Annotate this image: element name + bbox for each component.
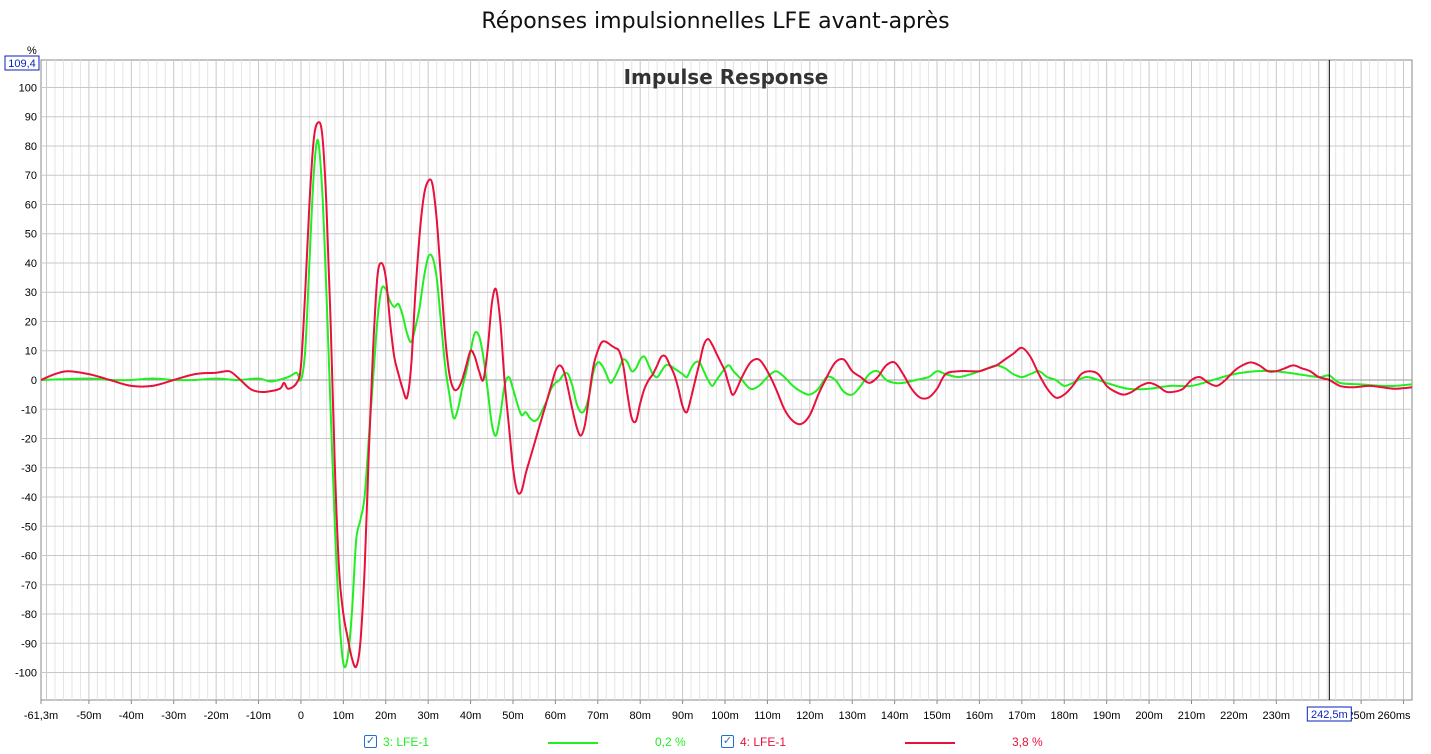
series-3-label: 3: LFE-1 xyxy=(383,735,430,749)
x-tick-label: -20m xyxy=(204,710,229,722)
x-tick-label: 220m xyxy=(1220,710,1248,722)
x-tick-label: 160m xyxy=(966,710,994,722)
y-tick-label: -80 xyxy=(21,609,37,621)
y-tick-label: 70 xyxy=(25,170,37,182)
x-tick-label: 260ms xyxy=(1377,710,1411,722)
y-tick-label: -30 xyxy=(21,463,37,475)
x-tick-label: 40m xyxy=(460,710,481,722)
series-4-line xyxy=(40,121,1413,669)
y-tick-label: -20 xyxy=(21,434,37,446)
x-tick-label: 190m xyxy=(1093,710,1121,722)
x-tick-label: -10m xyxy=(246,710,271,722)
series-3-value: 0,2 % xyxy=(655,735,686,749)
x-tick-label: -61,3m xyxy=(24,710,58,722)
y-tick-label: 50 xyxy=(25,229,37,241)
series-4-legend-line xyxy=(905,742,955,744)
y-tick-label: 10 xyxy=(25,346,37,358)
page-title: Réponses impulsionnelles LFE avant-après xyxy=(481,9,950,34)
svg-text:242,5m: 242,5m xyxy=(1311,709,1348,721)
y-tick-label: -40 xyxy=(21,492,37,504)
y-tick-label: -70 xyxy=(21,580,37,592)
y-tick-label: -100 xyxy=(15,668,37,680)
x-tick-label: 120m xyxy=(796,710,824,722)
x-tick-label: 20m xyxy=(375,710,396,722)
x-tick-label: -40m xyxy=(119,710,144,722)
x-tick-label: 70m xyxy=(587,710,608,722)
legend: ✓ 3: LFE-1 0,2 % ✓ 4: LFE-1 3,8 % xyxy=(0,733,1431,753)
x-tick-label: 90m xyxy=(672,710,693,722)
series-4-checkbox[interactable]: ✓ xyxy=(721,735,734,748)
y-tick-label: 30 xyxy=(25,287,37,299)
y-tick-label: 60 xyxy=(25,199,37,211)
chart-title: Impulse Response xyxy=(624,65,829,89)
svg-text:109,4: 109,4 xyxy=(8,58,36,70)
x-tick-label: 0 xyxy=(298,710,304,722)
series-3-legend-line xyxy=(548,742,598,744)
x-tick-label: 130m xyxy=(838,710,866,722)
y-tick-label: -50 xyxy=(21,521,37,533)
x-tick-label: 100m xyxy=(711,710,739,722)
x-tick-label: 60m xyxy=(545,710,566,722)
y-tick-label: 0 xyxy=(31,375,37,387)
y-tick-label: 80 xyxy=(25,141,37,153)
x-tick-label: 80m xyxy=(629,710,650,722)
x-tick-label: 10m xyxy=(333,710,354,722)
x-tick-label: 170m xyxy=(1008,710,1036,722)
x-tick-label: -30m xyxy=(161,710,186,722)
x-tick-label: 150m xyxy=(923,710,951,722)
x-tick-label: 30m xyxy=(417,710,438,722)
y-tick-label: -90 xyxy=(21,638,37,650)
y-axis-unit: % xyxy=(27,45,37,57)
x-tick-label: -50m xyxy=(76,710,101,722)
series-3-checkbox[interactable]: ✓ xyxy=(364,735,377,748)
x-tick-label: 230m xyxy=(1263,710,1291,722)
y-tick-label: 40 xyxy=(25,258,37,270)
x-tick-label: 180m xyxy=(1051,710,1079,722)
x-tick-label: 200m xyxy=(1135,710,1163,722)
y-tick-label: 20 xyxy=(25,316,37,328)
x-tick-label: 250m xyxy=(1347,710,1375,722)
series-4-label: 4: LFE-1 xyxy=(740,735,787,749)
series-layer xyxy=(40,121,1413,669)
y-top-readout: 109,4 xyxy=(4,55,40,71)
y-tick-label: 90 xyxy=(25,112,37,124)
y-tick-label: -10 xyxy=(21,404,37,416)
series-4-value: 3,8 % xyxy=(1012,735,1043,749)
x-tick-label: 50m xyxy=(502,710,523,722)
y-tick-labels: 1009080706050403020100-10-20-30-40-50-60… xyxy=(15,82,37,679)
x-tick-label: 110m xyxy=(754,710,781,722)
cursor-readout: 242,5m xyxy=(1306,706,1352,722)
x-tick-label: 210m xyxy=(1178,710,1206,722)
x-tick-labels: -61,3m -50m -40m -30m -20m -10m 0 10m 20m 30m 40m 5… xyxy=(24,700,1411,722)
y-tick-label: 100 xyxy=(19,82,37,94)
x-tick-label: 140m xyxy=(881,710,909,722)
y-tick-label: -60 xyxy=(21,551,37,563)
